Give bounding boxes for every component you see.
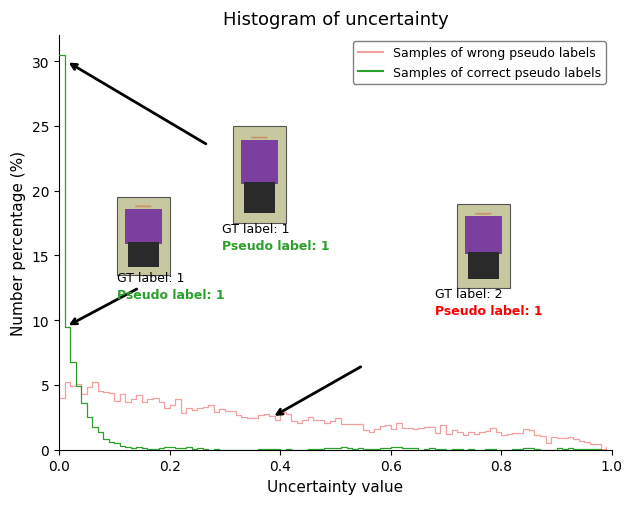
- Text: Pseudo label: 1: Pseudo label: 1: [117, 288, 224, 301]
- Bar: [117, 197, 169, 275]
- X-axis label: Uncertainty value: Uncertainty value: [268, 479, 403, 494]
- Text: GT label: 1: GT label: 1: [117, 272, 184, 285]
- Text: GT label: 1: GT label: 1: [222, 223, 290, 236]
- Text: GT label: 2: GT label: 2: [435, 287, 503, 300]
- Bar: [468, 253, 499, 280]
- Text: Pseudo label: 1: Pseudo label: 1: [435, 304, 543, 317]
- Bar: [243, 183, 275, 214]
- Bar: [457, 204, 510, 288]
- Legend: Samples of wrong pseudo labels, Samples of correct pseudo labels: Samples of wrong pseudo labels, Samples …: [353, 42, 605, 84]
- Bar: [127, 243, 159, 268]
- Bar: [233, 127, 286, 224]
- Bar: [241, 141, 278, 185]
- Y-axis label: Number percentage (%): Number percentage (%): [11, 150, 26, 335]
- Bar: [125, 210, 162, 244]
- Bar: [465, 217, 501, 255]
- Text: Pseudo label: 1: Pseudo label: 1: [222, 239, 330, 252]
- Title: Histogram of uncertainty: Histogram of uncertainty: [223, 11, 448, 29]
